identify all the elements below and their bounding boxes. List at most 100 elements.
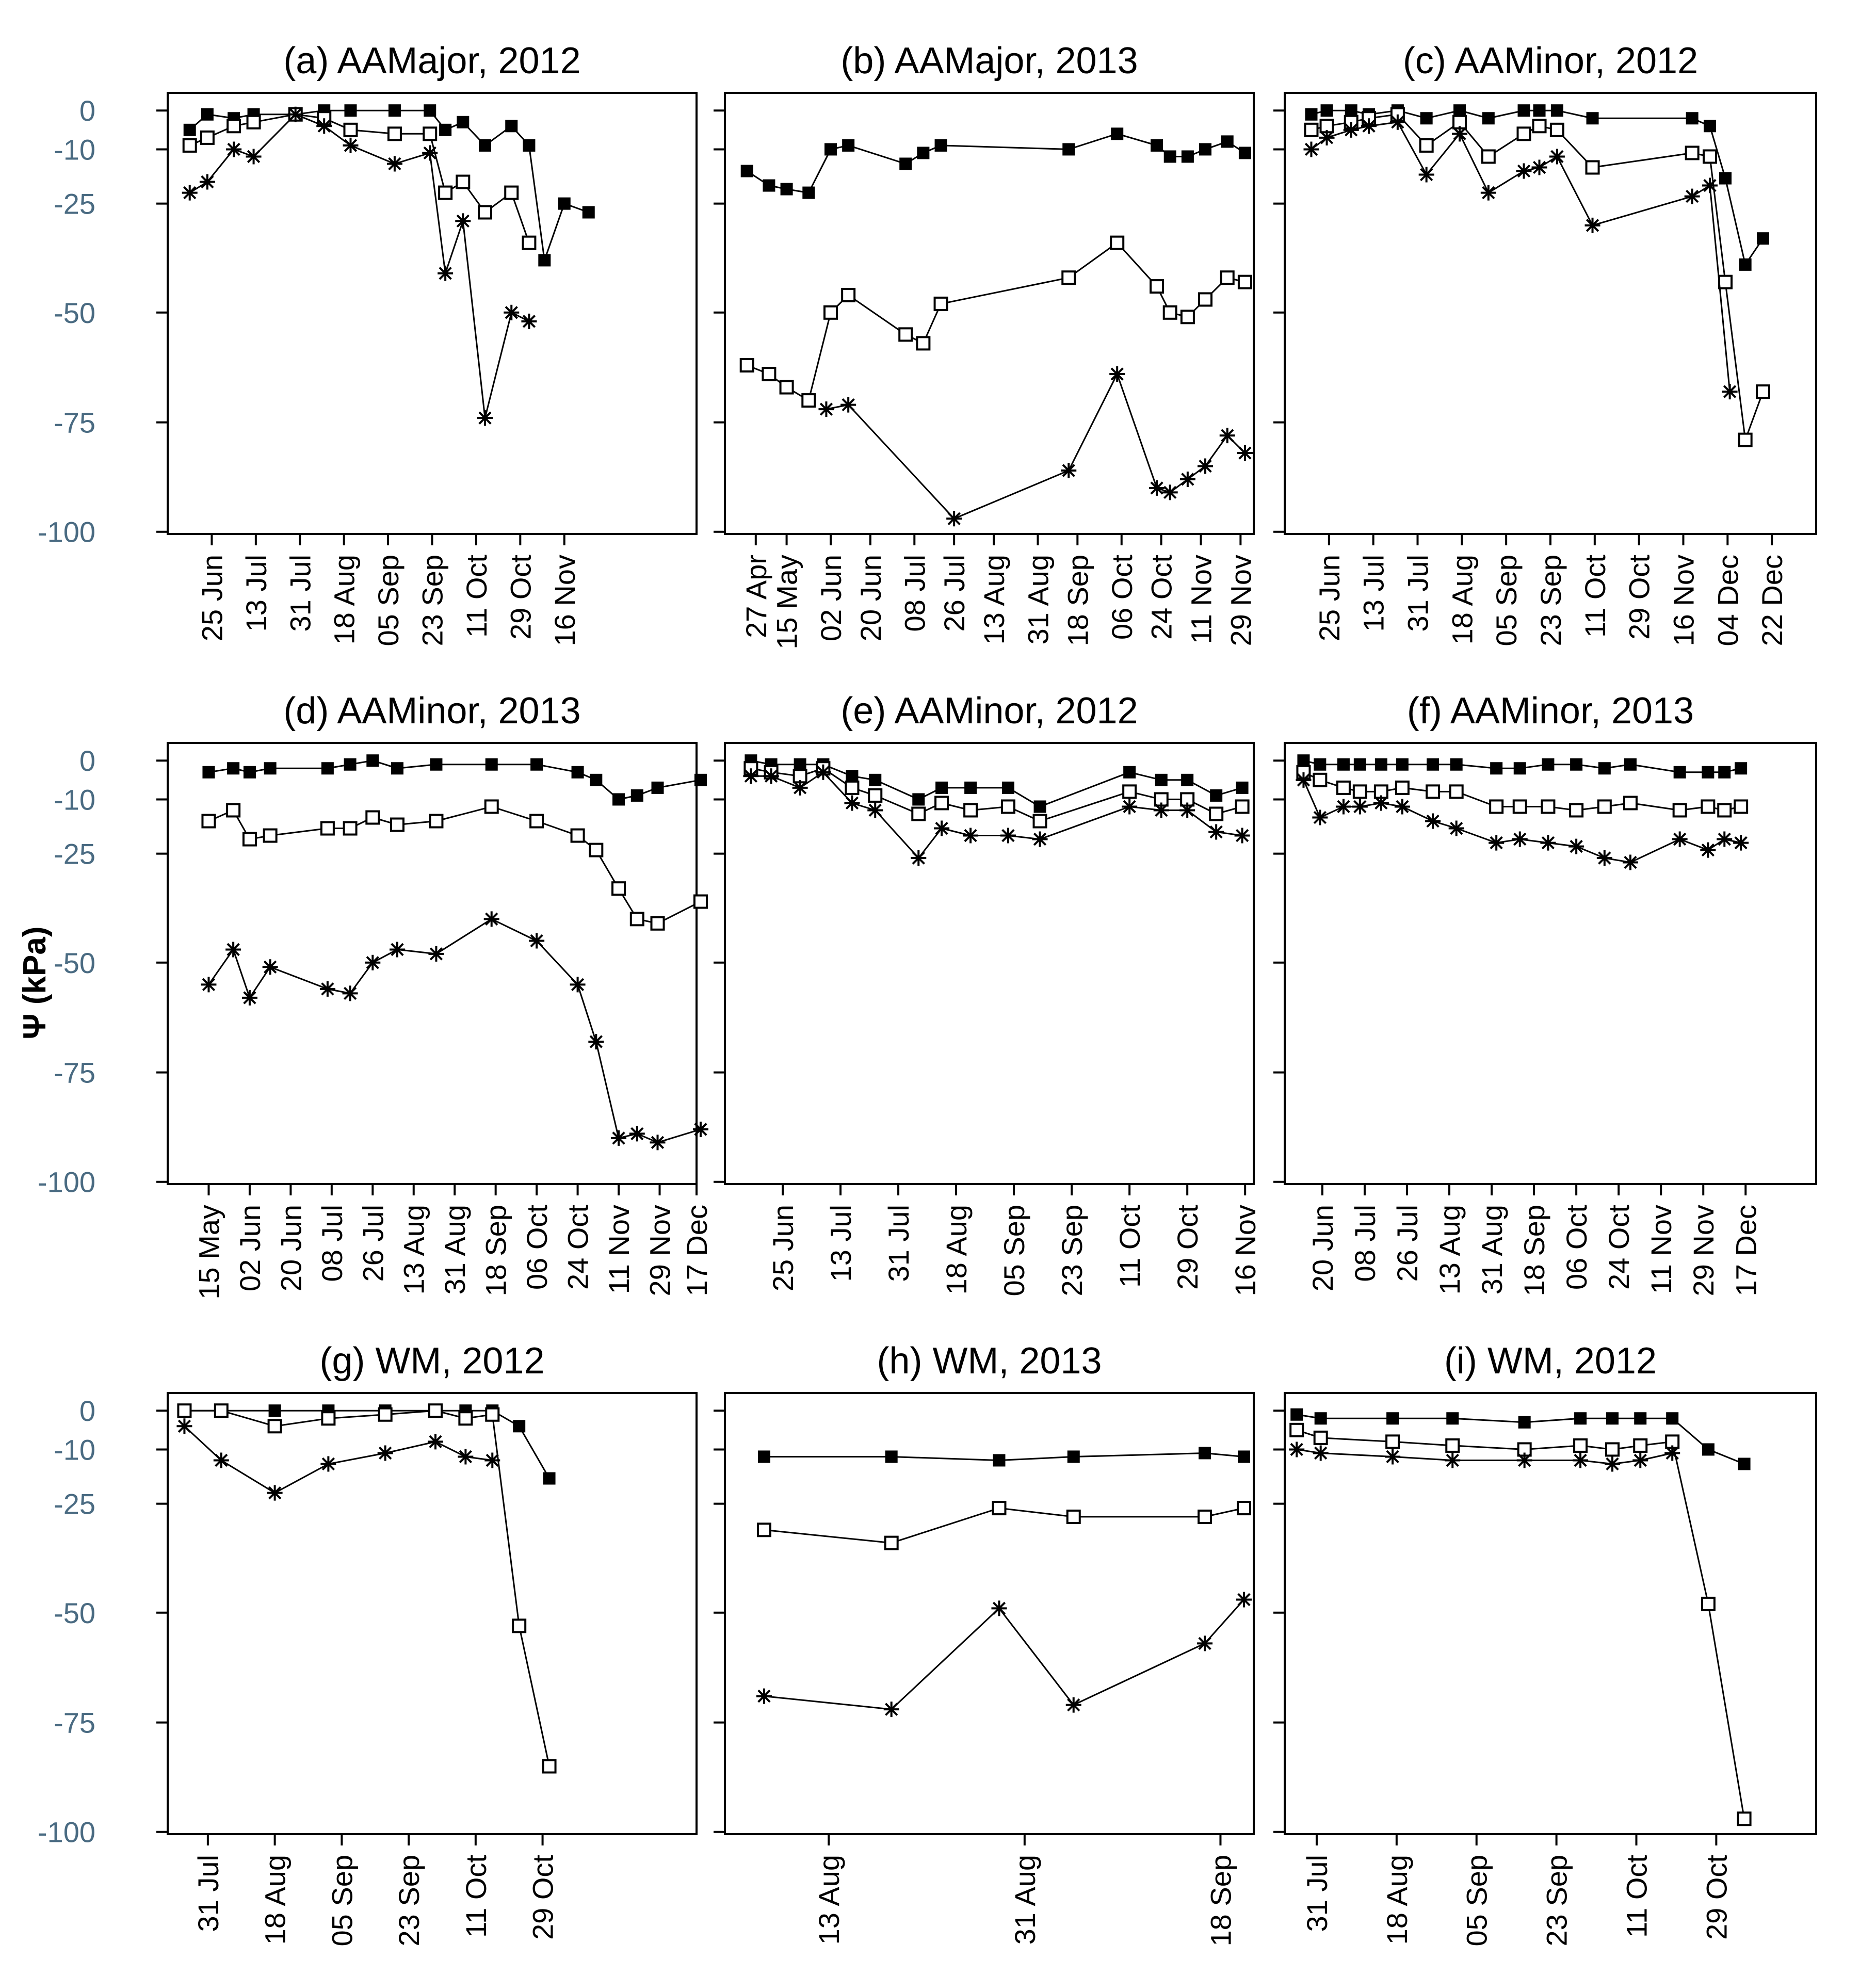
series-2-point	[1313, 1430, 1328, 1445]
series-2-point	[1336, 780, 1351, 795]
series-1-point	[538, 254, 551, 267]
series-3-point	[438, 265, 454, 281]
x-tick-label: 26 Jul	[1391, 1205, 1424, 1282]
x-tick-label: 13 Jul	[824, 1205, 857, 1282]
series-2-point	[1449, 784, 1464, 799]
series-2-point	[321, 1411, 336, 1426]
series-3-point	[483, 911, 499, 927]
series-3-point	[484, 1452, 500, 1468]
series-1-point	[1574, 1412, 1587, 1425]
series-1-point	[1163, 150, 1176, 163]
y-tick-label: -100	[38, 516, 95, 548]
series-1-point	[1238, 147, 1251, 159]
panel-title: (h) WM, 2013	[877, 1340, 1102, 1382]
x-tick-label: 16 Nov	[1229, 1205, 1262, 1296]
series-1-point	[740, 165, 753, 177]
x-tick-label: 29 Oct	[1171, 1205, 1204, 1290]
x-tick-label: 31 Jul	[882, 1205, 915, 1282]
series-1-point	[344, 104, 357, 117]
x-tick-label: 15 May	[771, 555, 803, 650]
series-1-point	[1067, 1450, 1080, 1463]
series-3-point	[763, 768, 779, 784]
series-1-point	[183, 123, 196, 136]
series-1-point	[1513, 762, 1526, 775]
series-2-point	[1445, 1438, 1460, 1453]
series-3-point	[1061, 462, 1077, 478]
x-tick-label: 31 Aug	[1476, 1205, 1508, 1294]
series-2-point	[542, 1759, 557, 1774]
series-1-point	[1181, 150, 1194, 163]
series-1-line	[184, 1410, 550, 1479]
x-tick-label: 18 Aug	[940, 1205, 973, 1294]
x-tick-label: 22 Dec	[1756, 555, 1788, 646]
series-2-point	[1738, 432, 1753, 447]
series-1-point	[1386, 1412, 1399, 1425]
series-1-point	[1634, 1412, 1647, 1425]
series-1-point	[1624, 758, 1637, 771]
series-1-point	[505, 120, 518, 133]
series-1-point	[1598, 762, 1611, 775]
series-1-point	[1210, 789, 1223, 802]
x-tick-label: 18 Aug	[259, 1855, 292, 1945]
series-3-point	[1109, 366, 1125, 382]
panel-h: (h) WM, 2013 13 Aug 31 Aug 18 Sep	[714, 1340, 1255, 1947]
x-tick-label: 05 Sep	[372, 555, 405, 646]
series-3-point	[840, 397, 856, 413]
series-3-line	[208, 918, 701, 1143]
series-2-point	[1385, 1434, 1400, 1449]
x-tick-label: 13 Aug	[1433, 1205, 1466, 1294]
series-1-point	[846, 770, 859, 783]
series-2-point	[1419, 138, 1434, 153]
x-tick-label: 04 Dec	[1711, 555, 1744, 646]
series-2-point	[242, 832, 257, 847]
series-2-point	[629, 912, 644, 927]
series-2-point	[438, 185, 453, 200]
y-axis-label: Ψ (kPa)	[17, 927, 53, 1040]
series-3-point	[844, 795, 860, 811]
series-2-point	[429, 814, 444, 829]
series-2-point	[343, 821, 358, 836]
series-3-point	[1489, 835, 1505, 851]
x-tick-label: 11 Nov	[603, 1205, 635, 1294]
series-1-point	[1739, 258, 1752, 271]
series-3-line	[184, 1426, 493, 1494]
series-2-line	[751, 767, 1243, 822]
series-2-line	[1311, 114, 1764, 441]
series-1-point	[917, 147, 930, 159]
x-tick-label: 23 Sep	[1541, 1855, 1573, 1947]
series-2-point	[756, 1523, 771, 1537]
series-1-point	[1738, 1457, 1751, 1470]
series-1-point	[571, 766, 584, 779]
x-tick-label: 29 Nov	[1224, 555, 1257, 646]
series-1-point	[1517, 104, 1530, 117]
series-2-point	[1718, 274, 1733, 289]
x-tick-label: 18 Aug	[1381, 1855, 1413, 1945]
series-3-point	[1516, 1452, 1532, 1468]
series-3-point	[342, 985, 358, 1001]
series-2-point	[1220, 270, 1235, 285]
x-tick-label: 13 Jul	[240, 555, 272, 631]
series-3-point	[1198, 458, 1214, 474]
series-1-point	[842, 139, 855, 152]
series-1-point	[1314, 758, 1327, 771]
series-3-point	[1373, 795, 1389, 811]
y-tick-label: -75	[54, 1057, 95, 1089]
x-tick-label: 18 Sep	[480, 1205, 512, 1297]
series-1-point	[651, 781, 664, 794]
series-2-point	[933, 296, 948, 311]
series-3-line	[826, 372, 1246, 520]
series-3-point	[1717, 831, 1733, 847]
series-3-point	[1394, 799, 1410, 815]
series-1-point	[366, 754, 379, 767]
series-3-point	[1162, 484, 1178, 500]
series-2-point	[1395, 780, 1410, 795]
series-1-point	[202, 766, 215, 779]
series-1-point	[1420, 112, 1433, 125]
series-2-point	[201, 814, 216, 829]
x-tick-label: 31 Aug	[1009, 1855, 1041, 1945]
series-2-point	[650, 916, 665, 931]
series-1-point	[268, 1404, 281, 1417]
panel-title: (d) AAMinor, 2013	[283, 690, 580, 732]
series-3-point	[1179, 802, 1195, 818]
series-2-point	[504, 185, 519, 200]
